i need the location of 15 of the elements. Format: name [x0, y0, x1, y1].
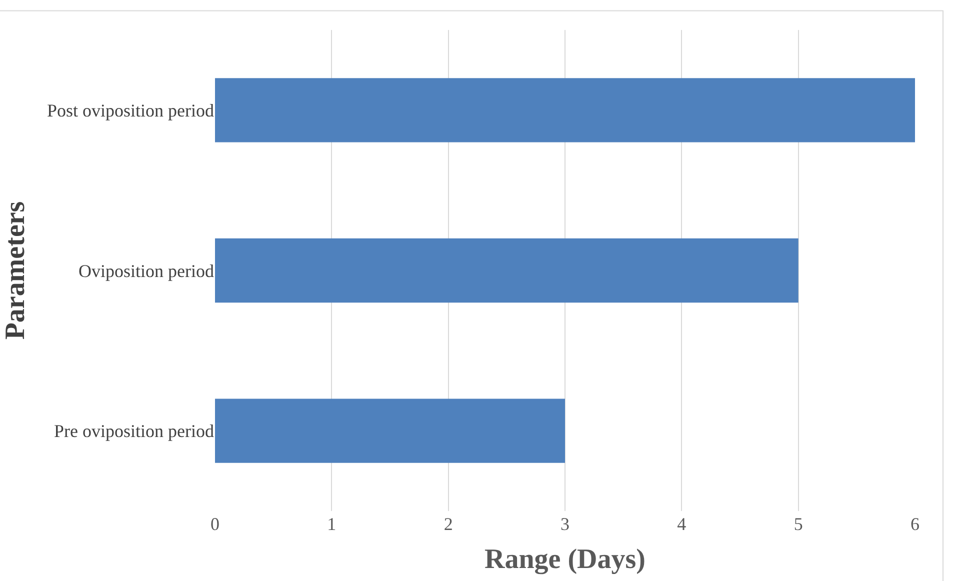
bar	[215, 398, 565, 463]
x-tick-label: 4	[677, 514, 686, 534]
x-tick-label: 0	[210, 514, 220, 534]
bar	[215, 78, 915, 142]
x-tick-label: 5	[794, 514, 803, 534]
y-tick-label: Oviposition period	[78, 260, 214, 281]
x-tick-label: 3	[560, 514, 570, 534]
bar	[215, 238, 798, 303]
y-axis-title: Parameters	[0, 201, 31, 340]
x-tick-label: 2	[444, 514, 453, 534]
x-axis-title: Range (Days)	[484, 544, 646, 576]
y-tick-label: Pre oviposition period	[54, 421, 214, 442]
x-tick-label: 1	[327, 514, 336, 534]
x-tick-label: 6	[910, 514, 920, 534]
y-tick-label: Post oviposition period	[46, 100, 214, 120]
